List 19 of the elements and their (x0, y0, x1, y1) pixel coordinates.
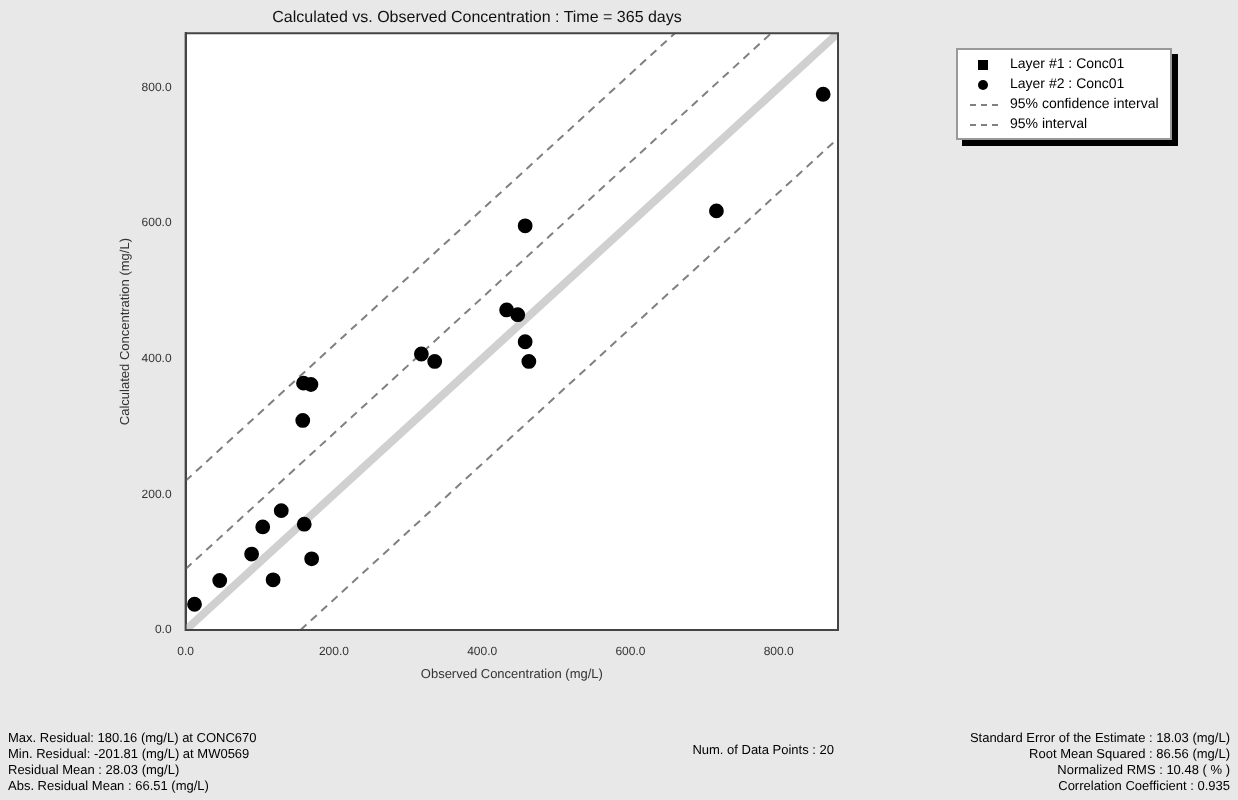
point (510, 307, 526, 323)
point (265, 572, 281, 588)
point (517, 334, 533, 350)
chart-title: Calculated vs. Observed Concentration : Time = 365 days (272, 8, 682, 27)
point (521, 354, 537, 369)
point (255, 519, 271, 535)
point (709, 203, 724, 219)
point (187, 596, 202, 612)
point (427, 354, 443, 369)
point (413, 346, 429, 362)
point (212, 573, 228, 588)
point (304, 551, 320, 567)
point (244, 546, 260, 562)
point (815, 86, 831, 102)
point (499, 302, 515, 318)
point (296, 516, 312, 532)
point (295, 413, 311, 428)
point (517, 218, 533, 234)
point (273, 503, 289, 519)
